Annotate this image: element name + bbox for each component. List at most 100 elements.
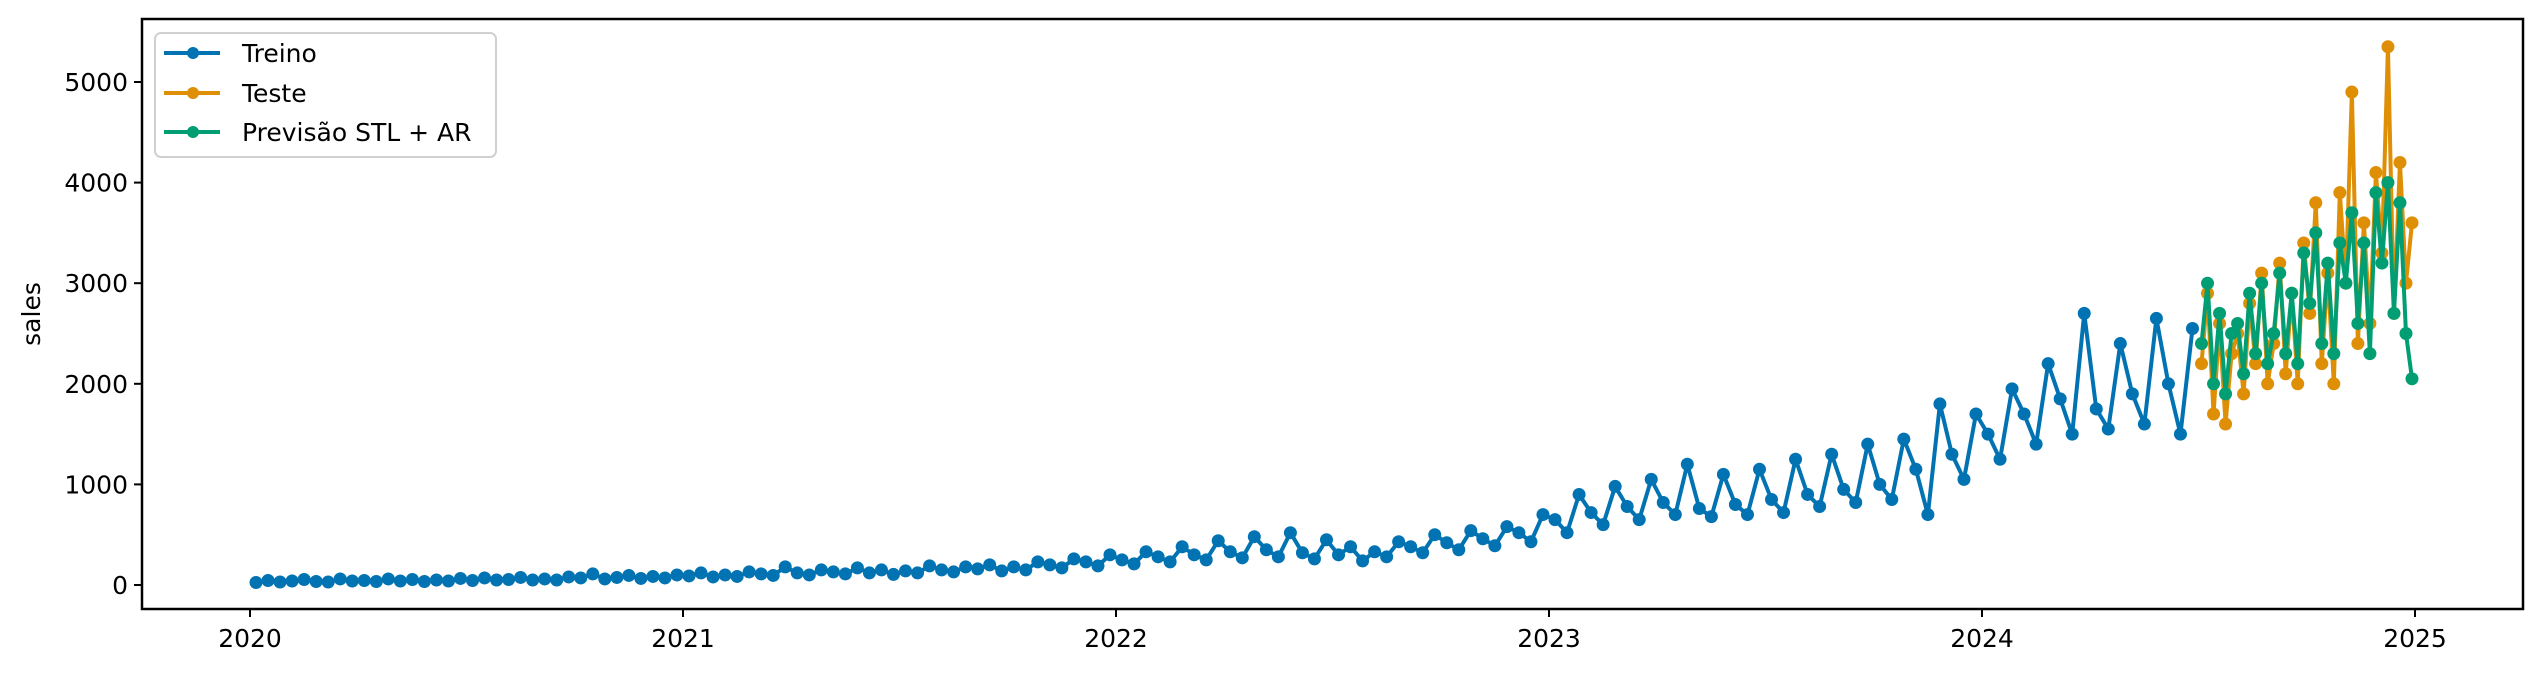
legend-marker-teste <box>187 87 199 99</box>
data-point <box>598 572 612 586</box>
data-point <box>1728 498 1742 512</box>
data-point <box>2333 186 2347 200</box>
data-point <box>2113 337 2127 351</box>
data-point <box>2065 427 2079 441</box>
data-point <box>1861 437 1875 451</box>
data-point <box>2405 372 2419 386</box>
data-point <box>261 573 275 587</box>
data-point <box>2219 417 2233 431</box>
data-point <box>1777 506 1791 520</box>
data-point <box>2261 357 2275 371</box>
data-point <box>1392 535 1406 549</box>
data-point <box>2309 196 2323 210</box>
data-point <box>1969 407 1983 421</box>
data-point <box>502 572 516 586</box>
data-point <box>2369 186 2383 200</box>
data-point <box>249 575 263 589</box>
data-point <box>586 567 600 581</box>
data-point <box>850 561 864 575</box>
data-point <box>1332 548 1346 562</box>
data-point <box>1668 508 1682 522</box>
data-point <box>923 559 937 573</box>
data-point <box>1452 543 1466 557</box>
data-point <box>369 574 383 588</box>
data-point <box>2249 357 2263 371</box>
data-point <box>381 572 395 586</box>
data-point <box>2201 276 2215 290</box>
data-point <box>1139 545 1153 559</box>
data-point <box>2327 377 2341 391</box>
data-point <box>1584 506 1598 520</box>
data-point <box>2029 437 2043 451</box>
data-point <box>1175 540 1189 554</box>
data-point <box>2357 236 2371 250</box>
data-point <box>321 575 335 589</box>
data-point <box>2333 236 2347 250</box>
data-point <box>1704 510 1718 524</box>
data-point <box>766 568 780 582</box>
data-point <box>995 564 1009 578</box>
data-point <box>1813 500 1827 514</box>
legend-item-teste: Teste <box>164 79 307 108</box>
data-point <box>273 575 287 589</box>
data-point <box>2219 387 2233 401</box>
data-point <box>886 567 900 581</box>
data-point <box>2285 286 2299 300</box>
data-point <box>1368 545 1382 559</box>
data-point <box>1223 545 1237 559</box>
data-point <box>1404 540 1418 554</box>
data-point <box>2393 155 2407 169</box>
data-point <box>2017 407 2031 421</box>
data-point <box>2185 321 2199 335</box>
data-point <box>2273 266 2287 280</box>
x-tick-label: 2024 <box>1950 624 2014 653</box>
data-point <box>1488 539 1502 553</box>
data-point <box>1957 472 1971 486</box>
data-point <box>2137 417 2151 431</box>
data-point <box>2309 226 2323 240</box>
data-point <box>2297 246 2311 260</box>
data-point <box>526 573 540 587</box>
data-point <box>490 573 504 587</box>
data-point <box>514 570 528 584</box>
data-point <box>1163 555 1177 569</box>
data-point <box>333 572 347 586</box>
data-point <box>2327 347 2341 361</box>
data-point <box>1596 518 1610 532</box>
data-point <box>1476 532 1490 546</box>
data-point <box>2399 327 2413 340</box>
data-point <box>1656 496 1670 510</box>
x-tick-label: 2022 <box>1084 624 1148 653</box>
data-point <box>1271 550 1285 564</box>
data-point <box>1993 452 2007 466</box>
data-point <box>1680 457 1694 471</box>
data-point <box>357 573 371 587</box>
data-point <box>862 566 876 580</box>
data-point <box>1548 513 1562 527</box>
data-point <box>2249 347 2263 361</box>
data-point <box>297 572 311 586</box>
data-point <box>1067 552 1081 566</box>
data-point <box>1319 533 1333 547</box>
data-point <box>959 560 973 574</box>
data-point <box>1765 492 1779 506</box>
data-point <box>2213 306 2227 320</box>
data-point <box>2101 422 2115 436</box>
data-point <box>2297 236 2311 250</box>
data-point <box>610 570 624 584</box>
data-point <box>2345 206 2359 220</box>
data-point <box>2125 387 2139 401</box>
data-point <box>309 574 323 588</box>
legend-marker-previsao <box>187 126 199 138</box>
data-point <box>983 558 997 572</box>
data-point <box>1801 487 1815 501</box>
data-point <box>1235 551 1249 565</box>
data-point <box>2041 357 2055 371</box>
data-point <box>405 572 419 586</box>
data-point <box>2369 166 2383 180</box>
data-point <box>2405 216 2419 230</box>
data-point <box>562 570 576 584</box>
data-point <box>1945 447 1959 461</box>
data-point <box>393 574 407 588</box>
